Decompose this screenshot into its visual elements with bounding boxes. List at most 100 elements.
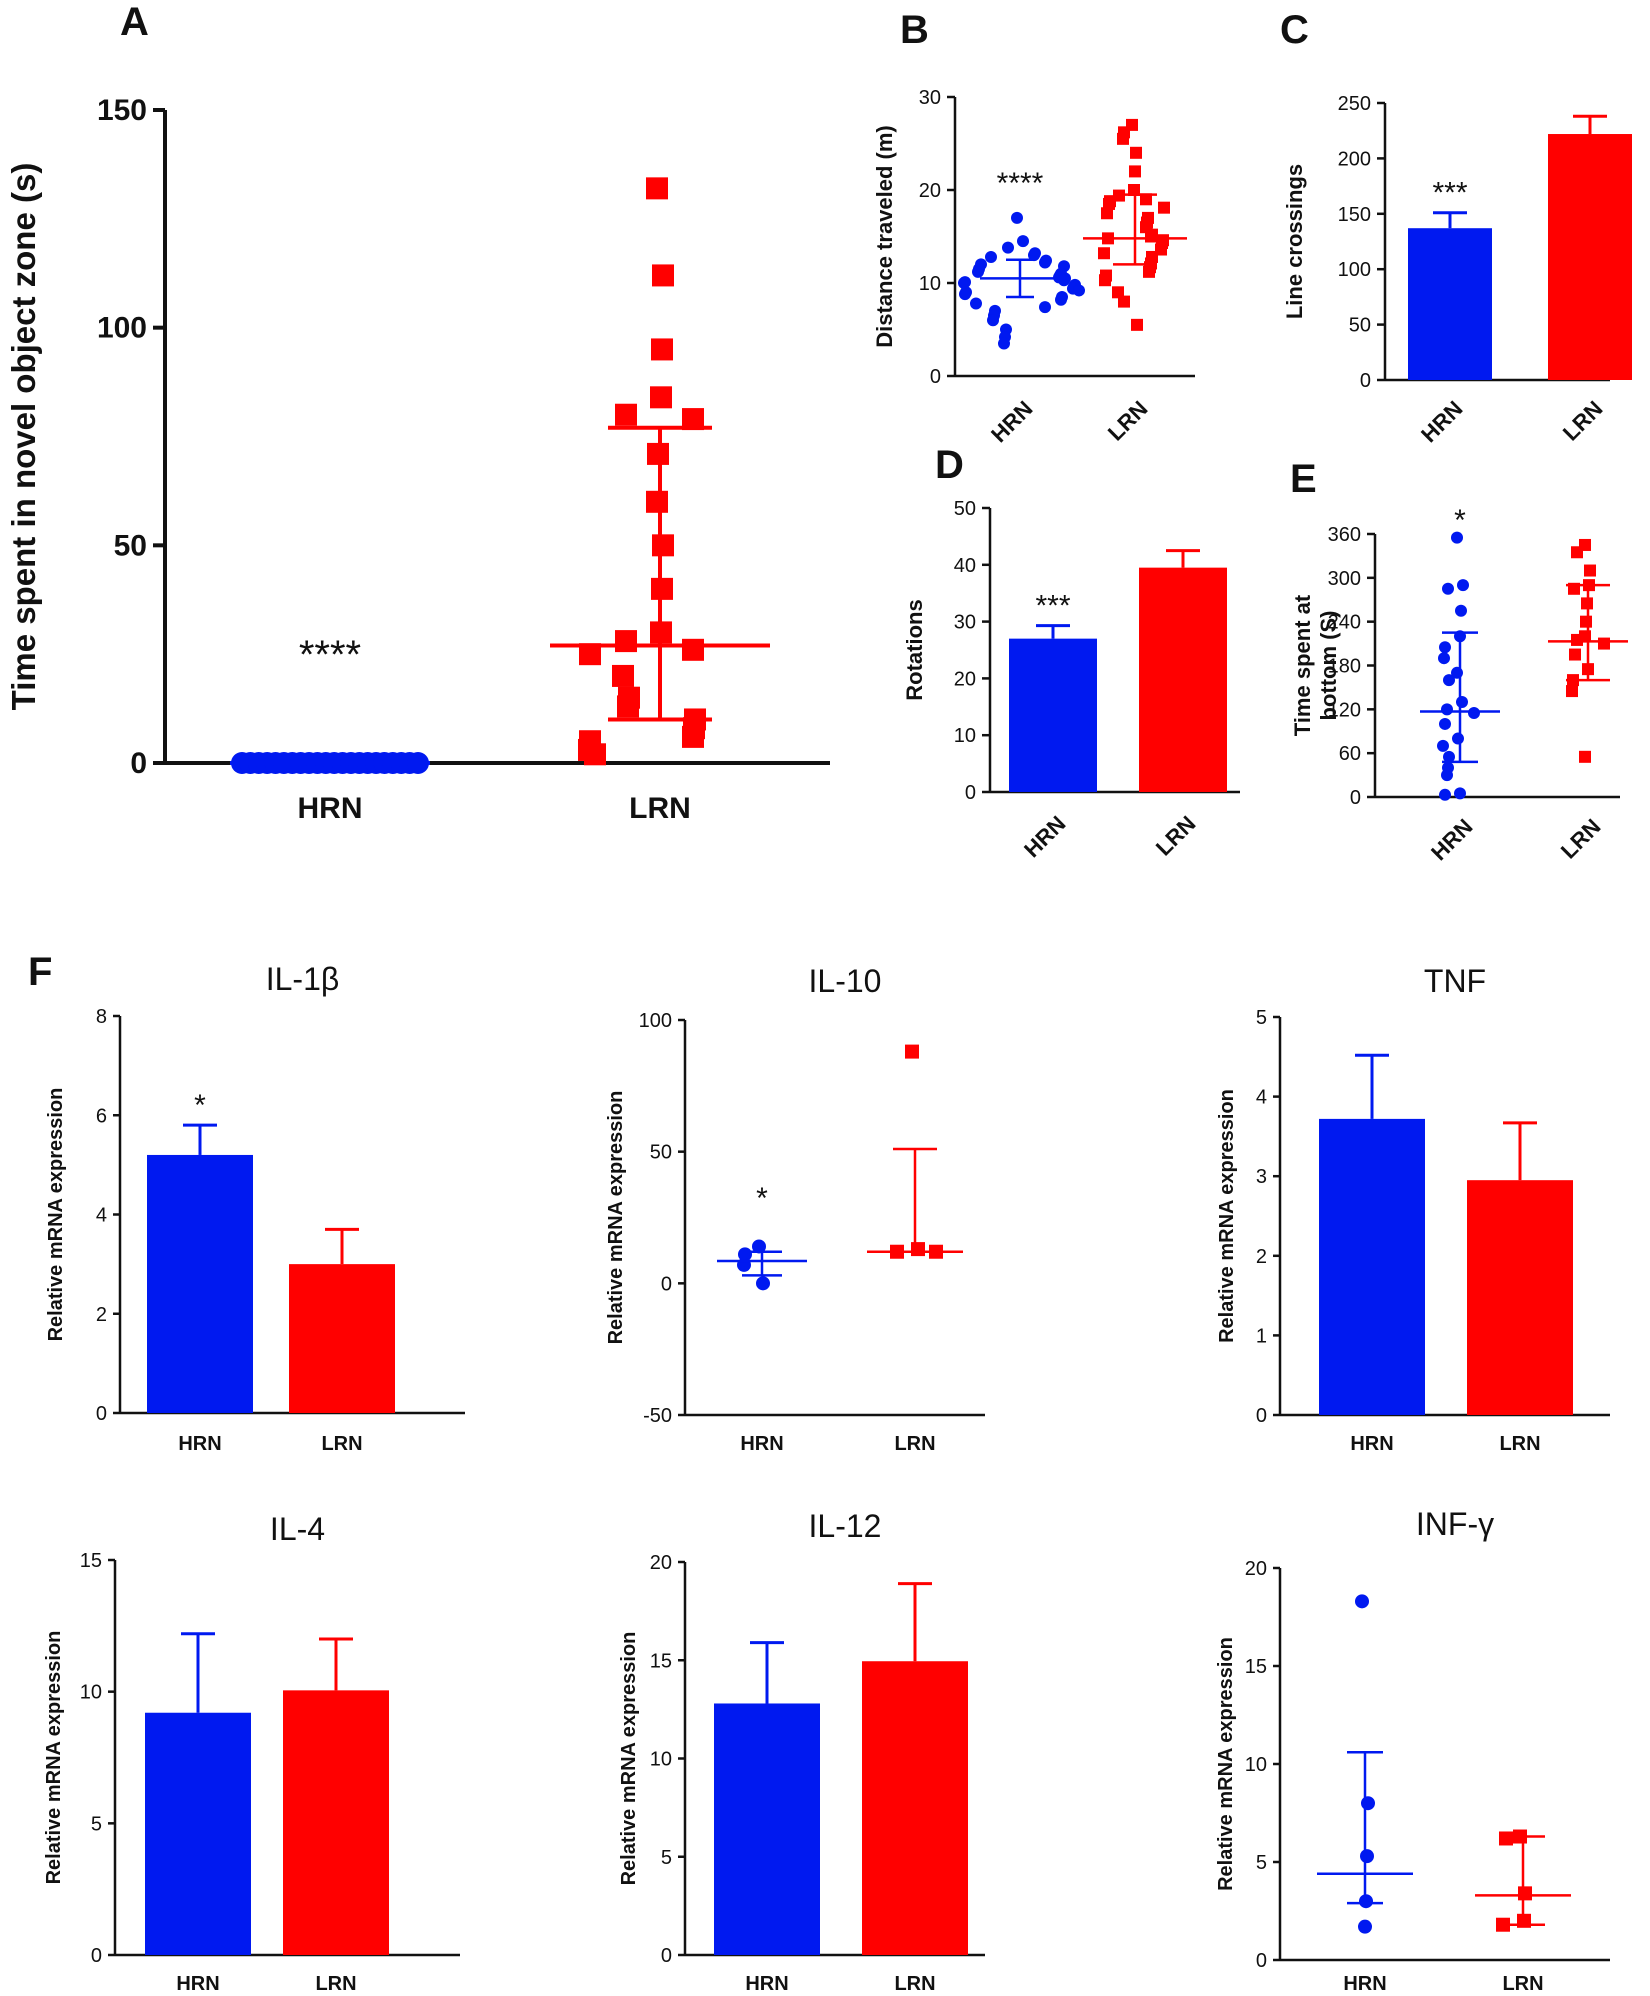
- data-point: [1002, 241, 1014, 254]
- bar: [289, 1264, 395, 1413]
- bar: [147, 1154, 253, 1413]
- x-tick-label: LRN: [1502, 1973, 1543, 1995]
- data-point: [985, 250, 997, 263]
- y-tick-label: 200: [1338, 148, 1371, 170]
- panel-F-7: 0 1 2 3 4 5 Relative mRNA expression TNF HRN LRN: [1216, 963, 1610, 1455]
- data-point: [959, 288, 971, 301]
- data-point: [1055, 293, 1067, 306]
- panel-F-9: 0 5 10 15 20 Relative mRNA expression IL-12 HRN…: [618, 1508, 985, 1995]
- data-point: [1439, 641, 1451, 654]
- y-tick-label: 5: [1256, 1852, 1267, 1874]
- x-tick-label: LRN: [894, 1433, 935, 1455]
- data-point: [1355, 1594, 1369, 1609]
- panel-F-5: F 0 2 4 6 8 Relative mRNA expression IL-1β HRN LR…: [28, 950, 465, 1455]
- data-point: [1098, 247, 1110, 260]
- data-point: [1439, 788, 1451, 801]
- data-point: [1455, 604, 1467, 617]
- panel-letter: E: [1290, 457, 1317, 501]
- data-point: [1571, 633, 1583, 646]
- panel-letter: D: [935, 443, 964, 487]
- y-axis-label: Distance traveled (m): [872, 125, 897, 348]
- x-tick-label: HRN: [1350, 1433, 1393, 1455]
- data-point: [1439, 717, 1451, 730]
- y-tick-label: -50: [643, 1405, 672, 1427]
- data-point: [970, 297, 982, 310]
- data-point: [1039, 301, 1051, 314]
- data-point: [1073, 284, 1085, 297]
- y-tick-label: 1: [1256, 1325, 1267, 1347]
- data-point: [682, 408, 704, 431]
- y-tick-label: 0: [661, 1273, 672, 1295]
- data-point: [972, 265, 984, 278]
- y-axis-label: Relative mRNA expression: [618, 1632, 640, 1886]
- y-tick-label: 20: [650, 1552, 672, 1574]
- panel-E-4: E 0 60 120 180 240 300 360 Time spent at bottom (…: [1290, 457, 1628, 865]
- data-point: [646, 490, 668, 513]
- y-tick-label: 5: [1256, 1007, 1267, 1029]
- significance-marker: *: [1454, 504, 1466, 537]
- x-tick-label: HRN: [176, 1973, 219, 1995]
- y-tick-label: 10: [80, 1682, 102, 1704]
- y-tick-label: 30: [919, 87, 941, 109]
- y-tick-label: 2: [1256, 1246, 1267, 1268]
- data-point: [756, 1276, 770, 1291]
- y-tick-label: 0: [661, 1945, 672, 1967]
- y-tick-label: 120: [1328, 699, 1361, 721]
- data-point: [1112, 286, 1124, 299]
- y-axis-label: Time spent at: [1290, 594, 1315, 736]
- y-axis-label: Relative mRNA expression: [43, 1631, 65, 1885]
- panel-C-2: C 0 50 100 150 200 250 Line crossings HRN LRN ***: [1280, 8, 1632, 447]
- data-point: [682, 725, 704, 748]
- y-tick-label: 20: [1245, 1558, 1267, 1580]
- y-tick-label: 300: [1328, 568, 1361, 590]
- y-tick-label: 20: [954, 668, 976, 690]
- y-axis-label: Time spent in novel object zone (s): [5, 163, 42, 711]
- x-tick-label: LRN: [629, 792, 691, 825]
- y-tick-label: 60: [1339, 743, 1361, 765]
- x-tick-label: HRN: [1416, 396, 1467, 447]
- x-tick-label: HRN: [986, 396, 1037, 447]
- data-point: [1579, 750, 1591, 763]
- y-tick-label: 15: [1245, 1656, 1267, 1678]
- data-point: [1443, 750, 1455, 763]
- y-tick-label: 10: [650, 1749, 672, 1771]
- significance-marker: ****: [299, 633, 361, 677]
- y-tick-label: 3: [1256, 1166, 1267, 1188]
- data-point: [1441, 769, 1453, 782]
- data-point: [1584, 564, 1596, 577]
- panel-letter: A: [120, 0, 149, 44]
- bar: [1139, 567, 1227, 792]
- data-point: [1360, 1849, 1374, 1864]
- data-point: [1145, 230, 1157, 243]
- y-tick-label: 0: [965, 782, 976, 804]
- data-point: [1452, 732, 1464, 745]
- x-tick-label: HRN: [1426, 814, 1477, 865]
- y-tick-label: 0: [91, 1945, 102, 1967]
- y-axis-label: Rotations: [902, 599, 927, 700]
- y-tick-label: 100: [1338, 259, 1371, 281]
- x-tick-label: LRN: [315, 1973, 356, 1995]
- y-axis-label: Relative mRNA expression: [1215, 1637, 1237, 1891]
- x-tick-label: LRN: [1103, 396, 1153, 446]
- bar: [714, 1703, 820, 1955]
- panel-F-10: 0 5 10 15 20 Relative mRNA expression INF-γ HRN…: [1215, 1506, 1610, 1995]
- data-point: [752, 1239, 766, 1254]
- y-tick-label: 50: [1349, 315, 1371, 337]
- y-axis-label: Relative mRNA expression: [605, 1091, 627, 1345]
- y-tick-label: 150: [1338, 204, 1371, 226]
- data-point: [1099, 274, 1111, 287]
- bar: [1408, 228, 1492, 380]
- y-tick-label: 0: [1256, 1405, 1267, 1427]
- x-tick-label: HRN: [178, 1433, 221, 1455]
- y-tick-label: 5: [91, 1813, 102, 1835]
- y-tick-label: 0: [96, 1403, 107, 1425]
- data-point: [1456, 696, 1468, 709]
- data-point: [1438, 652, 1450, 665]
- x-tick-label: LRN: [321, 1433, 362, 1455]
- data-point: [1140, 193, 1152, 206]
- data-point: [1129, 165, 1141, 178]
- y-tick-label: 250: [1338, 93, 1371, 115]
- data-point: [1126, 118, 1138, 131]
- panel-letter: C: [1280, 8, 1309, 52]
